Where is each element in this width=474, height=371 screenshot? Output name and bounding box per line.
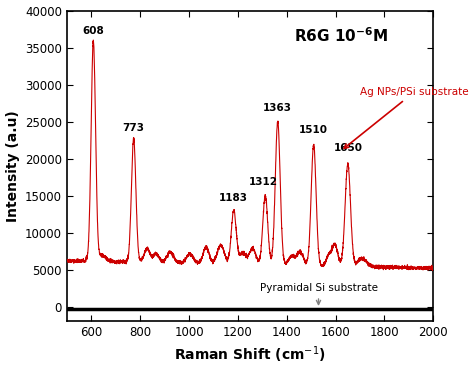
Text: 773: 773 [123, 123, 145, 133]
Y-axis label: Intensity (a.u): Intensity (a.u) [6, 110, 19, 222]
Text: 1510: 1510 [299, 125, 328, 135]
Text: Pyramidal Si substrate: Pyramidal Si substrate [259, 283, 377, 305]
Text: 1650: 1650 [333, 144, 362, 154]
X-axis label: Raman Shift (cm$^{-1}$): Raman Shift (cm$^{-1}$) [174, 345, 326, 365]
Text: 1183: 1183 [219, 193, 248, 203]
Text: 1312: 1312 [249, 177, 278, 187]
Text: 1363: 1363 [263, 103, 292, 113]
Text: R6G $\mathregular{10^{-6}}$M: R6G $\mathregular{10^{-6}}$M [294, 26, 388, 45]
Text: 608: 608 [82, 26, 104, 36]
Text: Ag NPs/PSi substrate: Ag NPs/PSi substrate [344, 87, 469, 148]
